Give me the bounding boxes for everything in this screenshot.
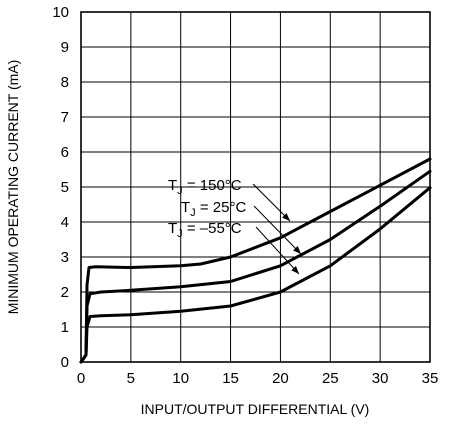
y-tick-label: 4	[61, 214, 69, 231]
series-line-1	[79, 157, 432, 364]
y-tick-label: 5	[61, 179, 69, 196]
y-tick-label: 2	[61, 284, 69, 301]
x-tick-label: 20	[272, 370, 289, 387]
leader-line-1	[252, 183, 291, 222]
arrow-head-1	[282, 213, 290, 221]
annotations: TJ = 150°CTJ = 25°CTJ = –55°C	[168, 177, 302, 275]
x-tick-label: 35	[422, 370, 439, 387]
series-line-3	[79, 186, 432, 364]
series-line-2	[79, 169, 432, 364]
y-tick-label: 0	[61, 354, 69, 371]
y-tick-label: 6	[61, 144, 69, 161]
y-tick-label: 7	[61, 109, 69, 126]
x-tick-label: 25	[322, 370, 339, 387]
leader-line-2	[253, 205, 302, 255]
y-tick-label: 1	[61, 319, 69, 336]
leader-line-3	[255, 226, 300, 275]
x-tick-label: 30	[372, 370, 389, 387]
y-tick-label: 9	[61, 39, 69, 56]
y-tick-label: 3	[61, 249, 69, 266]
x-tick-label: 10	[172, 370, 189, 387]
x-tick-label: 5	[127, 370, 135, 387]
y-axis-label: MINIMUM OPERATING CURRENT (mA)	[5, 60, 21, 315]
x-tick-label: 0	[77, 370, 85, 387]
y-tick-label: 8	[61, 74, 69, 91]
series-label-1: TJ = 150°C	[168, 177, 242, 197]
y-tick-label: 10	[52, 4, 69, 21]
series-label-3: TJ = –55°C	[168, 220, 242, 240]
tick-labels: 0 5 10 15 20 25 30 35 0 1 2 3 4 5 6 7 8 9 10	[52, 4, 438, 387]
arrow-head-3	[291, 265, 299, 274]
series-label-2: TJ = 25°C	[181, 199, 246, 219]
arrow-head-2	[293, 246, 301, 254]
plot-frame	[80, 11, 431, 363]
x-axis-label: INPUT/OUTPUT DIFFERENTIAL (V)	[141, 401, 370, 417]
curves	[79, 157, 432, 364]
x-tick-label: 15	[222, 370, 239, 387]
